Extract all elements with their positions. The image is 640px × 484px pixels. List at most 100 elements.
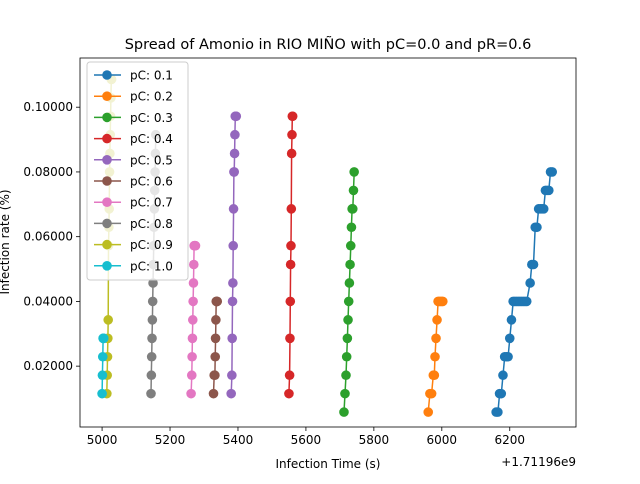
x-tick-label: 5800 [359,433,390,447]
data-point [208,388,219,399]
data-point [147,296,158,307]
data-point [146,388,156,399]
x-axis-label: Infection Time (s) [276,457,381,471]
legend-marker [102,239,112,250]
data-point [148,278,158,288]
data-point [348,185,359,196]
series-4 [284,111,298,399]
data-point [190,240,201,251]
data-point [525,278,535,288]
data-point [186,370,197,381]
data-point [343,296,354,307]
data-point [146,370,157,381]
plot-area [79,57,577,428]
data-point [341,370,351,381]
data-point [506,315,517,325]
data-point [423,407,434,417]
legend-marker [102,261,112,271]
data-point [498,370,508,381]
legend-label: pC: 0.1 [130,69,173,83]
legend-marker [102,218,112,229]
legend-label: pC: 0.2 [130,90,173,104]
data-point [228,204,239,214]
y-tick-label: 0.04000 [23,294,73,308]
data-point [211,315,221,325]
data-point [97,388,107,399]
series-6 [208,296,223,399]
data-point [430,351,440,362]
data-point [432,315,442,325]
y-tick-label: 0.08000 [23,165,73,179]
x-tick-label: 5000 [87,433,118,447]
legend-marker [102,133,112,144]
legend-item: pC: 0.9 [94,238,173,252]
data-point [228,240,239,251]
legend-item: pC: 0.4 [94,132,173,146]
data-point [227,333,237,344]
legend: pC: 0.1 pC: 0.2 pC: 0.3 pC: 0.4 pC: 0.5 pC: 0… [86,61,189,281]
data-point [344,278,355,288]
series-1 [491,167,558,417]
legend-item: pC: 0.2 [94,90,173,104]
data-point [230,129,240,140]
data-point [229,167,240,177]
data-point [186,388,196,399]
data-point [348,204,358,214]
data-point [341,351,352,362]
legend-marker [102,176,112,186]
data-point [284,370,295,381]
data-point [188,296,198,307]
y-tick-label: 0.02000 [23,359,73,373]
data-point [231,111,242,122]
y-axis-label: Infection rate (%) [0,189,12,294]
data-point [187,333,198,344]
legend-marker [102,112,112,123]
data-point [342,333,353,344]
data-point [188,278,199,288]
x-axis-offset-label: +1.71196e9 [501,455,576,469]
series-3 [339,167,359,417]
data-point [504,333,515,344]
axes-frame [79,57,577,428]
legend-item: pC: 1.0 [94,259,173,273]
data-point [147,333,157,344]
legend-item: pC: 0.3 [94,111,173,125]
legend-item: pC: 0.5 [94,153,173,167]
data-point [226,388,236,399]
data-point [285,333,295,344]
data-point [528,259,539,270]
x-tick-label: 5400 [223,433,254,447]
data-point [189,259,199,270]
data-point [340,388,350,399]
data-point [496,388,507,399]
data-point [187,351,197,362]
legend-box [86,61,189,281]
data-point [228,278,238,288]
legend-item: pC: 0.8 [94,217,173,231]
data-point [345,259,355,270]
data-point [285,259,296,270]
legend-item: pC: 0.6 [94,175,173,189]
data-point [97,351,108,362]
x-axis: 5000 5200 5400 5600 5800 6000 6200 [87,427,525,447]
data-point [227,296,238,307]
chart-title: Spread of Amonio in RIO MIÑO with pC=0.0… [125,36,532,53]
data-point [438,296,448,307]
legend-label: pC: 0.8 [130,217,173,231]
data-point [286,148,297,159]
series-5 [226,111,242,399]
data-point [429,370,440,381]
data-point [343,315,353,325]
x-tick-label: 6200 [494,433,525,447]
data-point [544,185,554,196]
data-point [287,129,297,140]
data-point [426,388,437,399]
data-point [227,370,237,381]
legend-item: pC: 0.7 [94,196,173,210]
legend-label: pC: 0.4 [130,132,173,146]
legend-label: pC: 0.9 [130,238,173,252]
series-2 [423,296,448,417]
data-point [286,240,296,251]
